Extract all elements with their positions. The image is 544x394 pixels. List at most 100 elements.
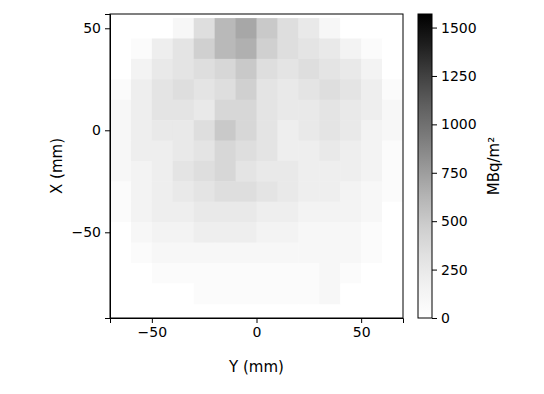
cell bbox=[340, 243, 361, 264]
cell bbox=[131, 120, 152, 141]
cell bbox=[173, 140, 194, 161]
cell bbox=[215, 181, 236, 202]
tick: 1250 bbox=[432, 68, 477, 84]
cell bbox=[382, 100, 403, 121]
cell bbox=[340, 161, 361, 182]
cell bbox=[257, 161, 278, 182]
cell bbox=[361, 100, 382, 121]
cell bbox=[173, 18, 194, 39]
cell bbox=[110, 140, 131, 161]
cell bbox=[236, 59, 257, 80]
cell bbox=[298, 79, 319, 100]
cell bbox=[277, 243, 298, 264]
cell bbox=[277, 222, 298, 243]
tick-label: 50 bbox=[83, 20, 101, 36]
cell bbox=[131, 79, 152, 100]
cell bbox=[277, 202, 298, 223]
cell bbox=[173, 202, 194, 223]
tick: 50 bbox=[83, 20, 110, 36]
cell bbox=[277, 181, 298, 202]
tick-label: −50 bbox=[138, 324, 168, 340]
cell bbox=[340, 100, 361, 121]
cell bbox=[340, 181, 361, 202]
tick-label: 0 bbox=[253, 324, 262, 340]
tick-mark bbox=[105, 232, 110, 233]
cell bbox=[319, 263, 340, 284]
tick-mark bbox=[105, 28, 110, 29]
cell bbox=[298, 140, 319, 161]
cell bbox=[257, 79, 278, 100]
tick: −50 bbox=[71, 224, 110, 240]
tick-label: 0 bbox=[92, 122, 101, 138]
cell bbox=[110, 263, 131, 284]
cell bbox=[152, 181, 173, 202]
cell bbox=[319, 243, 340, 264]
axis-line bbox=[433, 15, 438, 319]
cell bbox=[340, 263, 361, 284]
tick-mark bbox=[361, 318, 362, 323]
tick-label: 1250 bbox=[441, 68, 477, 84]
cell bbox=[382, 202, 403, 223]
cell bbox=[319, 100, 340, 121]
tick: 500 bbox=[432, 213, 468, 229]
cell bbox=[340, 140, 361, 161]
cell bbox=[319, 283, 340, 304]
cell bbox=[194, 161, 215, 182]
cell bbox=[257, 263, 278, 284]
cell bbox=[152, 161, 173, 182]
tick: −50 bbox=[138, 318, 168, 340]
colorbar bbox=[418, 14, 432, 318]
tick-label: 0 bbox=[441, 310, 450, 326]
cell bbox=[236, 18, 257, 39]
cell bbox=[340, 59, 361, 80]
cell bbox=[110, 222, 131, 243]
cell bbox=[194, 263, 215, 284]
cell bbox=[298, 202, 319, 223]
tick-mark bbox=[432, 270, 437, 271]
cell bbox=[361, 181, 382, 202]
axis-line bbox=[105, 15, 111, 319]
cell bbox=[194, 100, 215, 121]
cell bbox=[257, 18, 278, 39]
cell bbox=[236, 283, 257, 304]
tick: 50 bbox=[353, 318, 371, 340]
cell bbox=[277, 59, 298, 80]
cell bbox=[173, 161, 194, 182]
x-axis: −50 0 50 bbox=[111, 318, 404, 340]
cell bbox=[298, 243, 319, 264]
cell bbox=[152, 79, 173, 100]
cell bbox=[298, 120, 319, 141]
cell bbox=[110, 18, 131, 39]
cell bbox=[361, 38, 382, 59]
cell bbox=[152, 120, 173, 141]
cell bbox=[194, 222, 215, 243]
cell bbox=[257, 100, 278, 121]
cell bbox=[236, 243, 257, 264]
cell bbox=[361, 18, 382, 39]
cell bbox=[361, 79, 382, 100]
cell bbox=[382, 161, 403, 182]
cell bbox=[298, 18, 319, 39]
cell bbox=[277, 100, 298, 121]
cell bbox=[194, 140, 215, 161]
cell bbox=[277, 263, 298, 284]
cell bbox=[257, 222, 278, 243]
tick-label: 1500 bbox=[441, 20, 477, 36]
cell bbox=[215, 18, 236, 39]
cell bbox=[194, 181, 215, 202]
cell bbox=[277, 120, 298, 141]
cell bbox=[110, 100, 131, 121]
tick: 750 bbox=[432, 165, 468, 181]
cell bbox=[215, 79, 236, 100]
cell bbox=[215, 202, 236, 223]
cell bbox=[298, 38, 319, 59]
cell bbox=[215, 243, 236, 264]
cell bbox=[361, 263, 382, 284]
cell bbox=[277, 283, 298, 304]
cell bbox=[236, 79, 257, 100]
cell bbox=[382, 283, 403, 304]
tick: 0 bbox=[253, 318, 262, 340]
cells bbox=[110, 18, 403, 304]
cell bbox=[277, 18, 298, 39]
tick: 1500 bbox=[432, 20, 477, 36]
